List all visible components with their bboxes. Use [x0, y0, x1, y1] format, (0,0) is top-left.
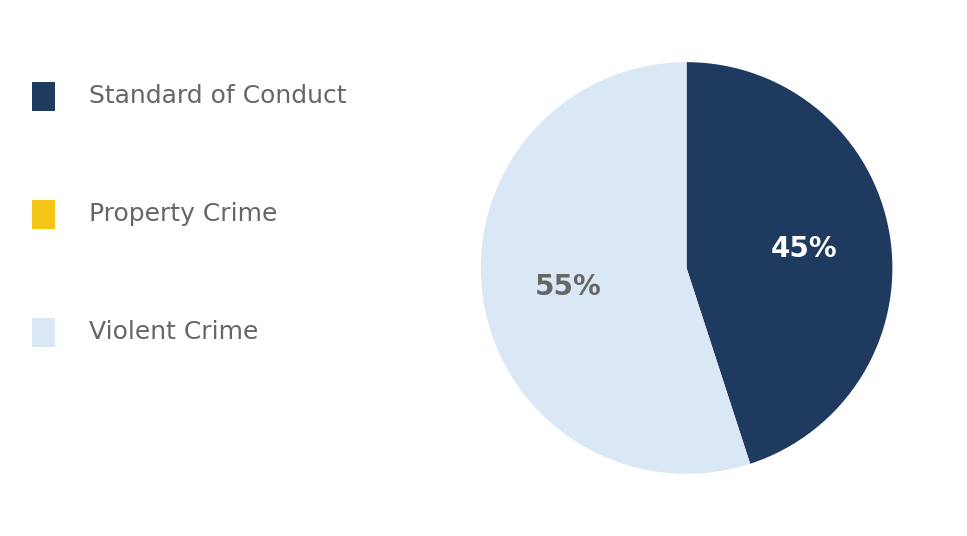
Text: Property Crime: Property Crime	[89, 203, 278, 226]
FancyBboxPatch shape	[33, 317, 55, 347]
Wedge shape	[481, 62, 750, 474]
Text: Violent Crime: Violent Crime	[89, 321, 259, 344]
Wedge shape	[687, 62, 893, 464]
FancyBboxPatch shape	[33, 82, 55, 111]
FancyBboxPatch shape	[33, 199, 55, 229]
Text: Standard of Conduct: Standard of Conduct	[89, 85, 347, 108]
Text: 55%: 55%	[536, 273, 602, 301]
Text: 45%: 45%	[771, 235, 837, 263]
Wedge shape	[687, 268, 750, 464]
